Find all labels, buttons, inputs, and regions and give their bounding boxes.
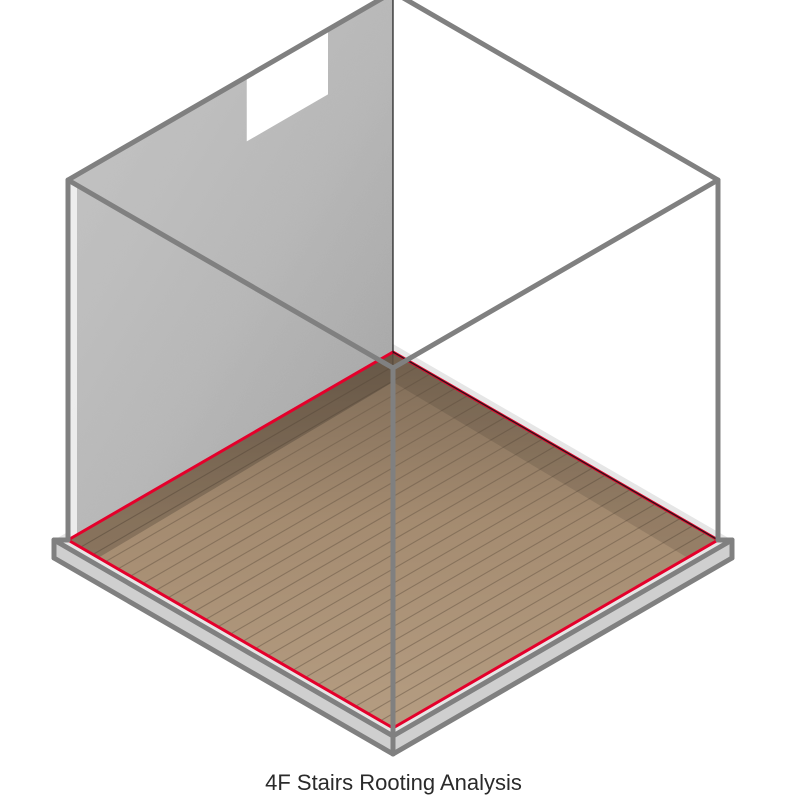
diagram-title: 4F Stairs Rooting Analysis xyxy=(0,770,787,796)
diagram-stage: 4F Stairs Rooting Analysis xyxy=(0,0,787,809)
isometric-room xyxy=(0,0,787,809)
